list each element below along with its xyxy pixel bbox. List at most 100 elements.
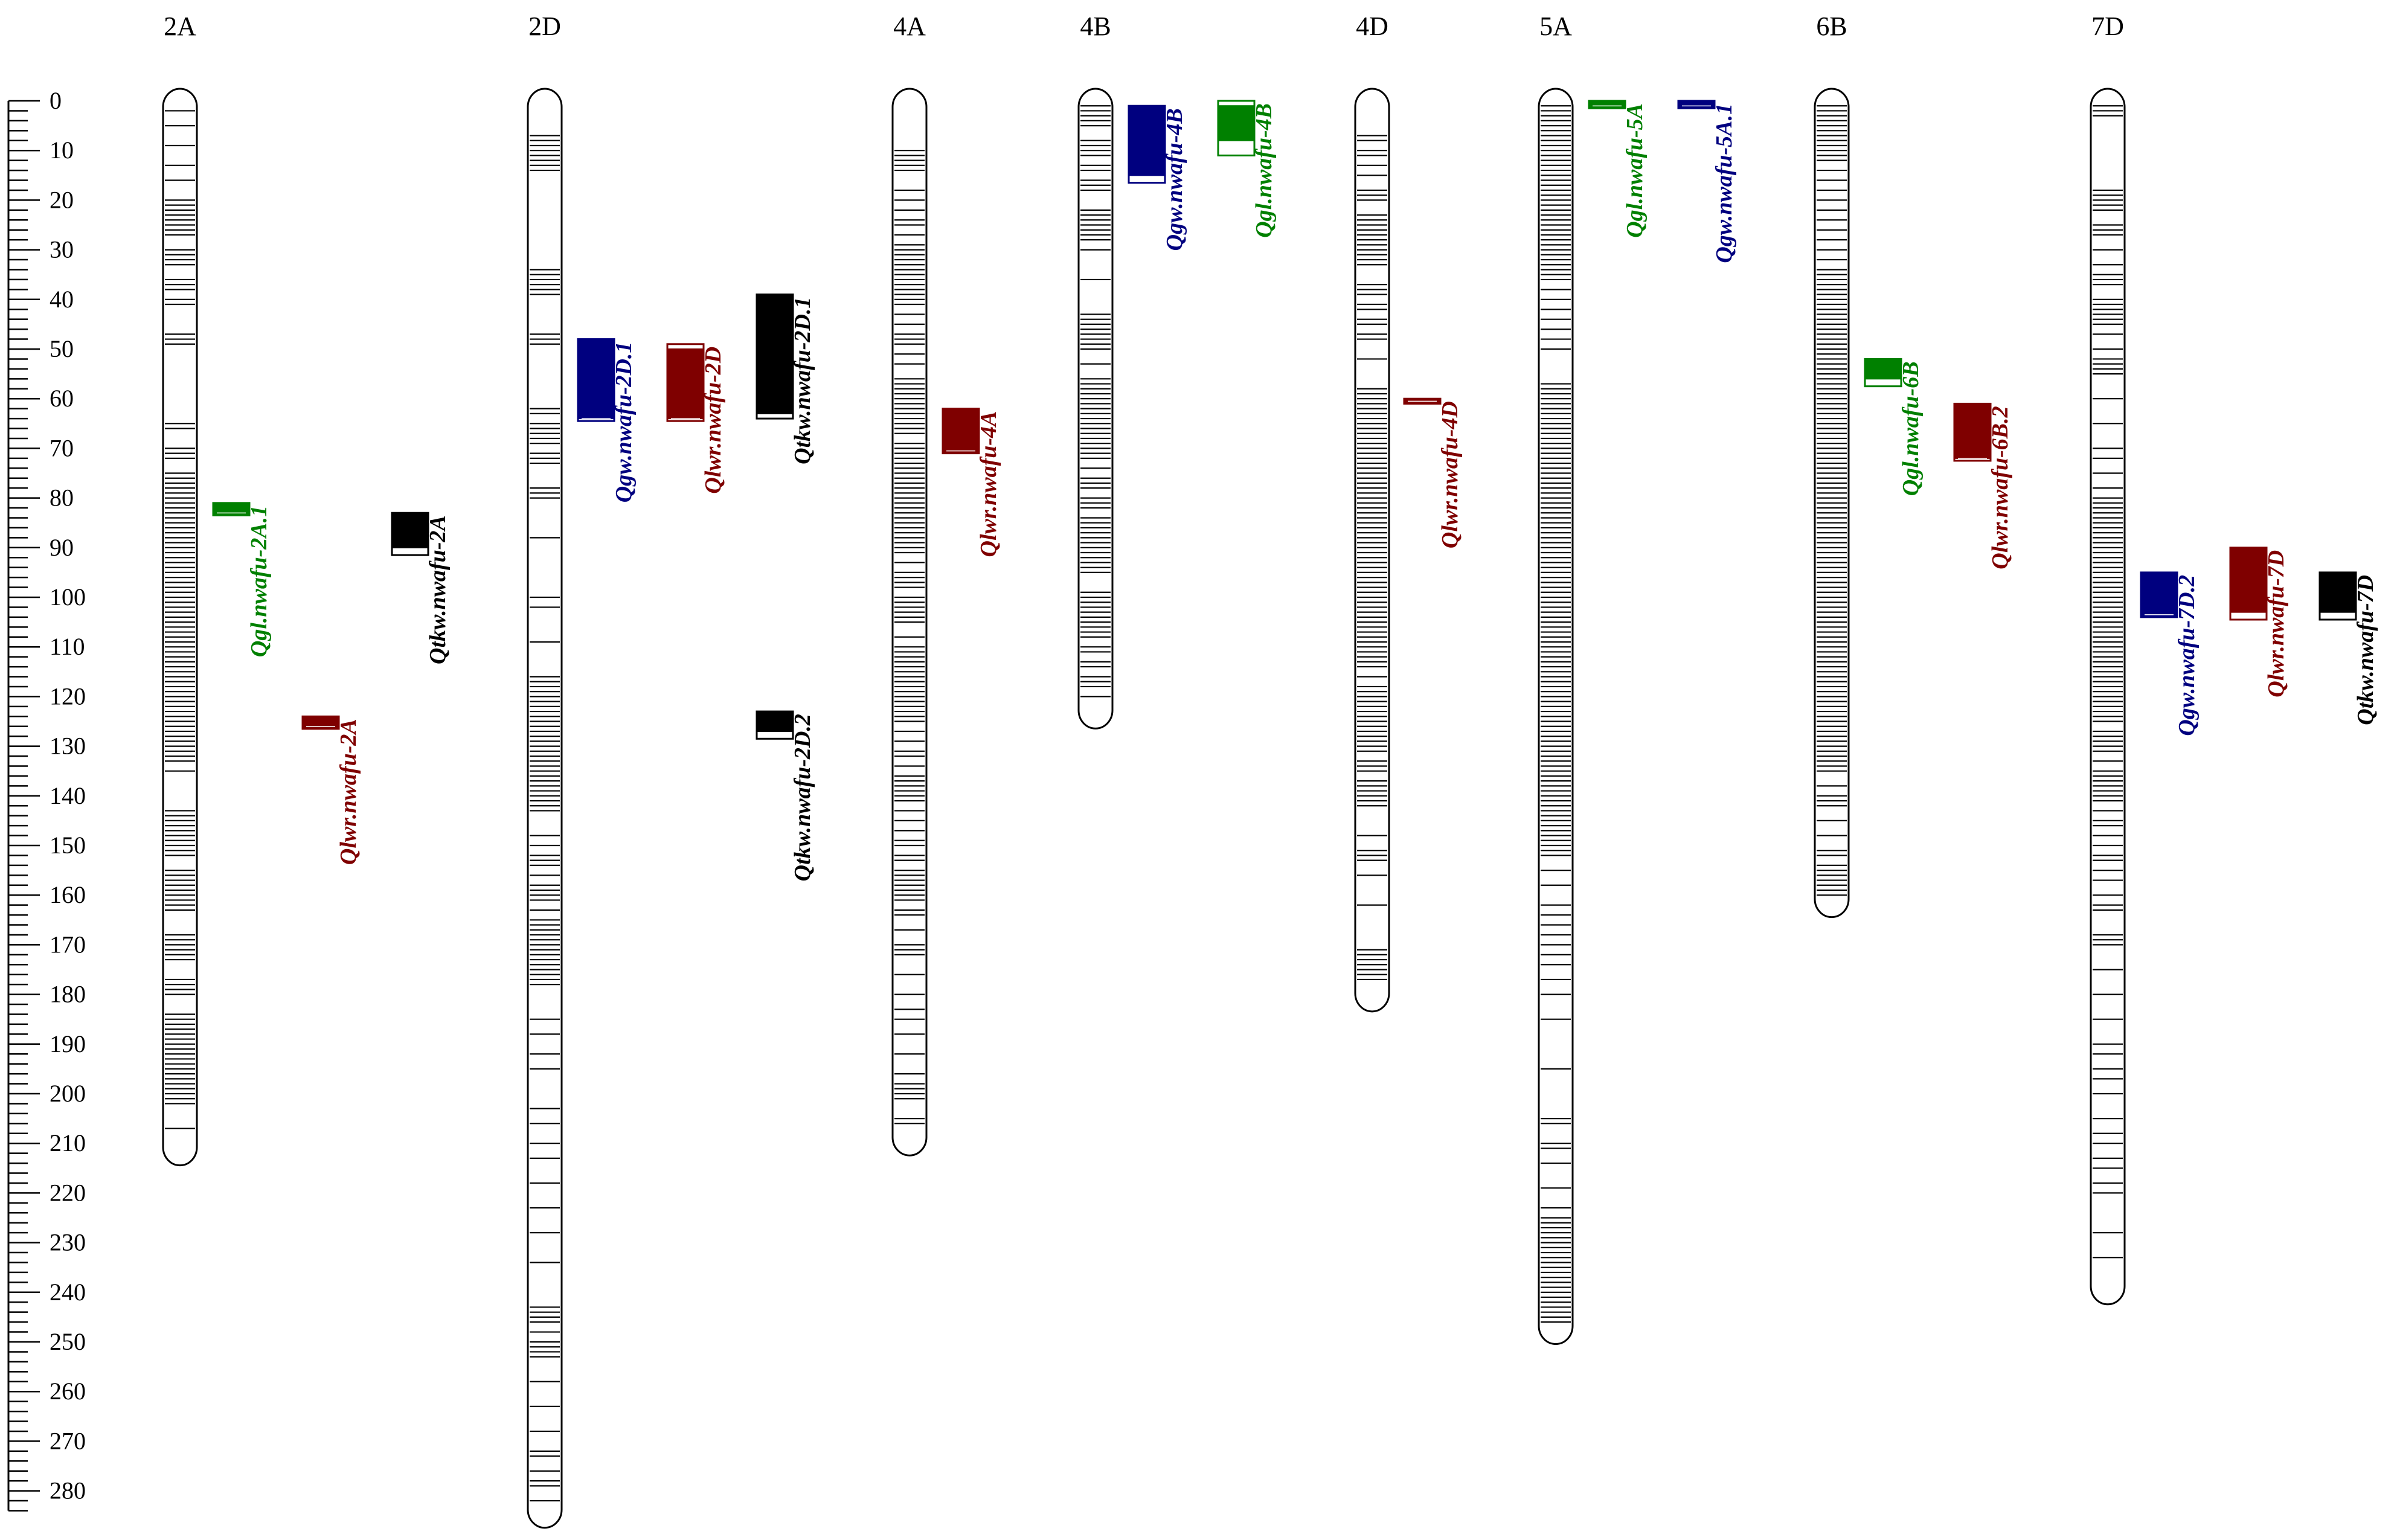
scale-tick-label: 130 [50, 733, 86, 760]
qtl-interval-box [667, 348, 704, 420]
chromosome-label: 4B [1080, 11, 1111, 41]
chromosome-label: 7D [2091, 11, 2124, 41]
chromosome-label: 2D [528, 11, 561, 41]
scale-tick-label: 240 [50, 1279, 86, 1306]
chromosomes: 2A 2D 4A 4B 4D 5A 6B 7D [162, 11, 2126, 1529]
qtl-label: Qtkw.nwafu-2A [425, 515, 451, 664]
scale-tick-label: 140 [50, 782, 86, 809]
scale-tick-label: 260 [50, 1378, 86, 1405]
qtl-qtkw-nwafu-2d-1: Qtkw.nwafu-2D.1 [756, 294, 815, 464]
qtl-intervals: Qgl.nwafu-2A.1 Qlwr.nwafu-2A Qtkw.nwafu-2A… [212, 100, 2378, 881]
chromosome-label: 2A [164, 11, 196, 41]
scale-tick-label: 20 [50, 186, 74, 213]
scale-tick-label: 60 [50, 385, 74, 412]
qtl-qgl-nwafu-2a-1: Qgl.nwafu-2A.1 [212, 502, 272, 657]
cm-scale-ruler: 0 10 20 30 40 50 60 70 80 90 100 110 120 130 140 150 160… [7, 87, 86, 1512]
qtl-qgl-nwafu-4b: Qgl.nwafu-4B [1217, 100, 1277, 238]
scale-tick-label: 30 [50, 236, 74, 263]
scale-tick-label: 270 [50, 1427, 86, 1454]
qtl-qtkw-nwafu-2d-2: Qtkw.nwafu-2D.2 [756, 710, 815, 881]
qtl-label: Qlwr.nwafu-6B.2 [1988, 406, 2013, 569]
scale-tick-label: 220 [50, 1179, 86, 1206]
chromosome-label: 4A [893, 11, 926, 41]
chromosome-body [1354, 88, 1390, 1013]
qtl-qlwr-nwafu-2d: Qlwr.nwafu-2D [666, 343, 726, 494]
qtl-label: Qgl.nwafu-2A.1 [246, 505, 272, 657]
chromosome-4B: 4B [1077, 11, 1114, 730]
scale-tick-label: 120 [50, 682, 86, 710]
qtl-label: Qlwr.nwafu-2D [701, 347, 726, 494]
qtl-label: Qgw.nwafu-2D.1 [611, 342, 637, 503]
qtl-interval-box [391, 512, 429, 548]
qtl-qgw-nwafu-7d-2: Qgw.nwafu-7D.2 [2140, 571, 2200, 736]
qtl-qtkw-nwafu-7d: Qtkw.nwafu-7D [2318, 571, 2378, 725]
qtl-interval-box [2319, 571, 2357, 613]
qtl-label: Qlwr.nwafu-2A [336, 719, 361, 865]
scale-tick-label: 150 [50, 832, 86, 859]
qtl-qlwr-nwafu-2a: Qlwr.nwafu-2A [301, 715, 361, 865]
chromosome-label: 6B [1816, 11, 1847, 41]
scale-tick-label: 210 [50, 1129, 86, 1157]
chromosome-7D: 7D [2090, 11, 2126, 1306]
qtl-qgl-nwafu-6b: Qgl.nwafu-6B [1864, 358, 1924, 496]
qtl-label: Qtkw.nwafu-7D [2353, 575, 2378, 725]
qtl-qgw-nwafu-4b: Qgw.nwafu-4B [1128, 104, 1187, 251]
qtl-qlwr-nwafu-7d: Qlwr.nwafu-7D [2229, 547, 2289, 698]
chromosome-6B: 6B [1814, 11, 1850, 919]
qtl-qlwr-nwafu-4a: Qlwr.nwafu-4A [942, 408, 1001, 557]
chromosome-5A: 5A [1538, 11, 1574, 1346]
chromosome-4D: 4D [1354, 11, 1390, 1013]
qtl-label: Qtkw.nwafu-2D.2 [790, 714, 815, 881]
scale-tick-label: 230 [50, 1229, 86, 1256]
scale-tick-label: 40 [50, 286, 74, 313]
scale-tick-label: 250 [50, 1328, 86, 1355]
scale-tick-label: 110 [50, 633, 85, 660]
scale-tick-label: 200 [50, 1080, 86, 1107]
scale-tick-label: 80 [50, 484, 74, 512]
qtl-interval-box [577, 338, 615, 420]
qtl-interval-box [302, 716, 339, 730]
scale-tick-label: 190 [50, 1030, 86, 1057]
qtl-interval-box [756, 711, 794, 732]
scale-tick-label: 50 [50, 335, 74, 362]
qtl-interval-box [1128, 105, 1166, 176]
qtl-interval-box [1678, 100, 1715, 109]
qtl-qlwr-nwafu-4d: Qlwr.nwafu-4D [1403, 397, 1463, 548]
qtl-label: Qgw.nwafu-5A.1 [1712, 103, 1737, 263]
scale-tick-label: 170 [50, 931, 86, 958]
qtl-label: Qtkw.nwafu-2D.1 [790, 297, 815, 464]
scale-tick-label: 90 [50, 534, 74, 561]
qtl-qgl-nwafu-5a: Qgl.nwafu-5A [1588, 100, 1648, 238]
qtl-label: Qgw.nwafu-7D.2 [2174, 575, 2200, 736]
qtl-interval-box [1864, 358, 1902, 380]
scale-tick-label: 100 [50, 583, 86, 611]
scale-tick-label: 0 [50, 87, 62, 114]
chromosome-label: 5A [1539, 11, 1572, 41]
chromosome-2D: 2D [527, 11, 563, 1529]
qtl-interval-box [1218, 105, 1255, 141]
scale-tick-label: 280 [50, 1477, 86, 1504]
scale-tick-label: 180 [50, 981, 86, 1008]
qtl-label: Qlwr.nwafu-7D [2264, 550, 2289, 698]
qtl-label: Qgl.nwafu-4B [1251, 103, 1277, 238]
qtl-interval-box [1954, 403, 1991, 459]
qtl-label: Qgw.nwafu-4B [1162, 108, 1187, 251]
chromosome-body [527, 88, 563, 1529]
scale-tick-label: 70 [50, 434, 74, 461]
qtl-interval-box [213, 502, 250, 516]
qtl-qgw-nwafu-2d-1: Qgw.nwafu-2D.1 [577, 338, 637, 503]
scale-tick-label: 160 [50, 881, 86, 908]
qtl-label: Qgl.nwafu-5A [1622, 103, 1648, 238]
chromosome-label: 4D [1356, 11, 1388, 41]
qtl-interval-box [1588, 100, 1626, 109]
qtl-qtkw-nwafu-2a: Qtkw.nwafu-2A [391, 512, 451, 664]
chromosome-2A: 2A [162, 11, 198, 1167]
qtl-label: Qlwr.nwafu-4A [976, 411, 1001, 557]
qtl-interval-box [942, 408, 980, 454]
chromosome-4A: 4A [891, 11, 928, 1157]
qtl-interval-box [756, 294, 794, 414]
qtl-qlwr-nwafu-6b-2: Qlwr.nwafu-6B.2 [1953, 402, 2013, 569]
qtl-label: Qgl.nwafu-6B [1898, 361, 1924, 496]
qtl-qgw-nwafu-5a-1: Qgw.nwafu-5A.1 [1677, 100, 1737, 263]
